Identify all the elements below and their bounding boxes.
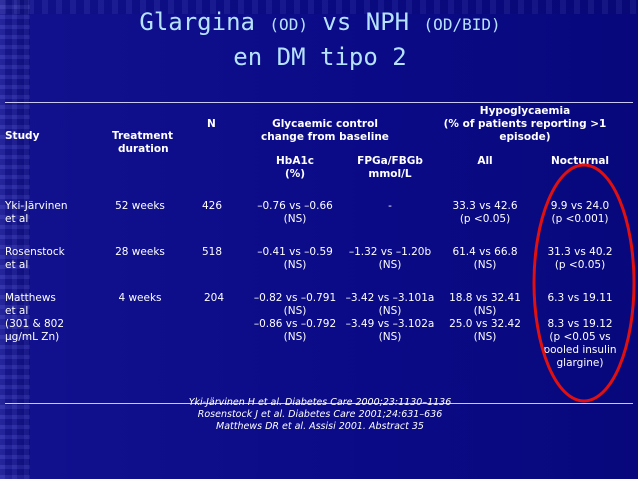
slide-title: Glargina (OD) vs NPH (OD/BID) en DM tipo… [100, 6, 540, 73]
row3-nocturnal-glargine: glargine) [556, 357, 604, 369]
row2-all: 61.4 vs 66.8 [452, 246, 518, 258]
row3-hba1c-2-sig: (NS) [283, 331, 307, 343]
title-line-1: Glargina (OD) vs NPH (OD/BID) [139, 8, 501, 36]
row2-all-sig: (NS) [473, 259, 497, 271]
row1-all: 33.3 vs 42.6 [452, 200, 518, 212]
decorative-left-strip [0, 0, 30, 479]
header-treatment: Treatment [112, 130, 173, 142]
row3-all-2: 25.0 vs 32.42 [449, 318, 521, 330]
header-fpg: FPGa/FBGb [357, 155, 423, 167]
header-nocturnal: Nocturnal [550, 155, 610, 167]
row2-study-etal: et al [5, 259, 29, 271]
reference-3: Matthews DR et al. Assisi 2001. Abstract… [216, 421, 424, 432]
row1-hba1c: –0.76 vs –0.66 [257, 200, 333, 212]
row1-n: 426 [202, 200, 223, 212]
row1-study-etal: et al [5, 213, 29, 225]
row3-nocturnal-2: 8.3 vs 19.12 [547, 318, 613, 330]
row3-hba1c-2: –0.86 vs –0.792 [253, 318, 337, 330]
header-hba1c-unit: (%) [284, 168, 306, 180]
row1-nocturnal-sig: (p <0.001) [551, 213, 609, 225]
header-n: N [207, 118, 216, 130]
row2-duration: 28 weeks [115, 246, 165, 258]
row3-study-etal: et al [5, 305, 29, 317]
title-line-2: en DM tipo 2 [233, 43, 407, 71]
header-duration: duration [118, 143, 169, 155]
row3-hba1c-1: –0.82 vs –0.791 [253, 292, 337, 304]
row3-nocturnal-1: 6.3 vs 19.11 [547, 292, 613, 304]
row3-hba1c-1-sig: (NS) [283, 305, 307, 317]
reference-2: Rosenstock J et al. Diabetes Care 2001;2… [197, 409, 443, 420]
row3-fpg-2-sig: (NS) [378, 331, 402, 343]
row1-nocturnal: 9.9 vs 24.0 [550, 200, 610, 212]
header-glycaemic-sub: change from baseline [261, 131, 389, 143]
row3-fpg-1: –3.42 vs –3.101a [345, 292, 435, 304]
row2-n: 518 [202, 246, 223, 258]
reference-1: Yki-Järvinen H et al. Diabetes Care 2000… [188, 397, 452, 408]
row1-study: Yki-Järvinen [5, 200, 68, 212]
header-hypo-sub: (% of patients reporting >1 [443, 118, 607, 130]
row3-all-1: 18.8 vs 32.41 [449, 292, 521, 304]
row3-study-dose: (301 & 802 [5, 318, 65, 330]
row2-hba1c: –0.41 vs –0.59 [257, 246, 333, 258]
header-all: All [477, 155, 493, 167]
row2-nocturnal-sig: (p <0.05) [554, 259, 606, 271]
results-table: Study Treatment duration N Glycaemic con… [5, 102, 633, 404]
row3-all-1-sig: (NS) [473, 305, 497, 317]
header-glycaemic: Glycaemic control [272, 118, 378, 130]
row3-study: Matthews [5, 292, 56, 304]
references: Yki-Järvinen H et al. Diabetes Care 2000… [170, 397, 470, 433]
decorative-top-strip [0, 0, 638, 14]
row3-fpg-1-sig: (NS) [378, 305, 402, 317]
row3-fpg-2: –3.49 vs –3.102a [345, 318, 435, 330]
row3-all-2-sig: (NS) [473, 331, 497, 343]
row2-study: Rosenstock [5, 246, 65, 258]
row2-fpg: –1.32 vs –1.20b [348, 246, 432, 258]
row2-fpg-sig: (NS) [378, 259, 402, 271]
row3-duration: 4 weeks [118, 292, 162, 304]
row2-nocturnal: 31.3 vs 40.2 [547, 246, 613, 258]
row1-duration: 52 weeks [115, 200, 165, 212]
row1-hba1c-sig: (NS) [283, 213, 307, 225]
row1-all-sig: (p <0.05) [459, 213, 511, 225]
row3-nocturnal-sig: (p <0.05 vs [549, 331, 611, 343]
row2-hba1c-sig: (NS) [283, 259, 307, 271]
row3-n: 204 [204, 292, 225, 304]
header-study: Study [5, 130, 40, 142]
header-hba1c: HbA1c [276, 155, 314, 167]
header-hypo-episode: episode) [499, 131, 551, 143]
row1-fpg: - [388, 200, 392, 212]
row3-nocturnal-pooled: pooled insulin [543, 344, 617, 356]
row3-study-zinc: µg/mL Zn) [5, 331, 60, 343]
header-fpg-unit: mmol/L [368, 168, 412, 180]
header-hypoglycaemia: Hypoglycaemia [479, 105, 571, 117]
